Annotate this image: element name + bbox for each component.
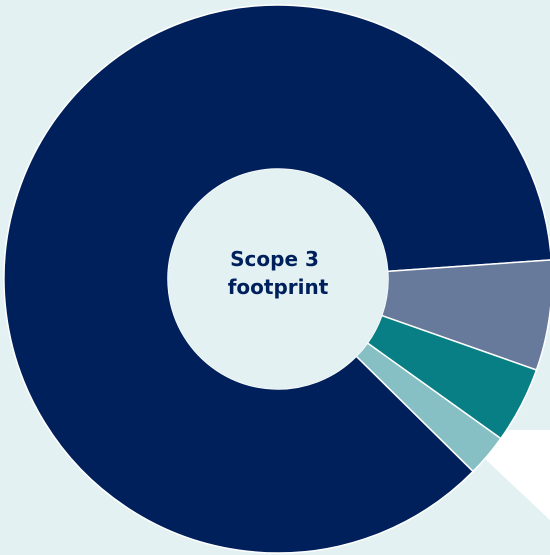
donut-slices <box>3 4 550 554</box>
center-label: Scope 3 footprint <box>228 247 329 299</box>
center-label-line-1: Scope 3 <box>230 247 319 271</box>
center-label-line-2: footprint <box>228 275 329 299</box>
donut-hole <box>168 169 388 389</box>
